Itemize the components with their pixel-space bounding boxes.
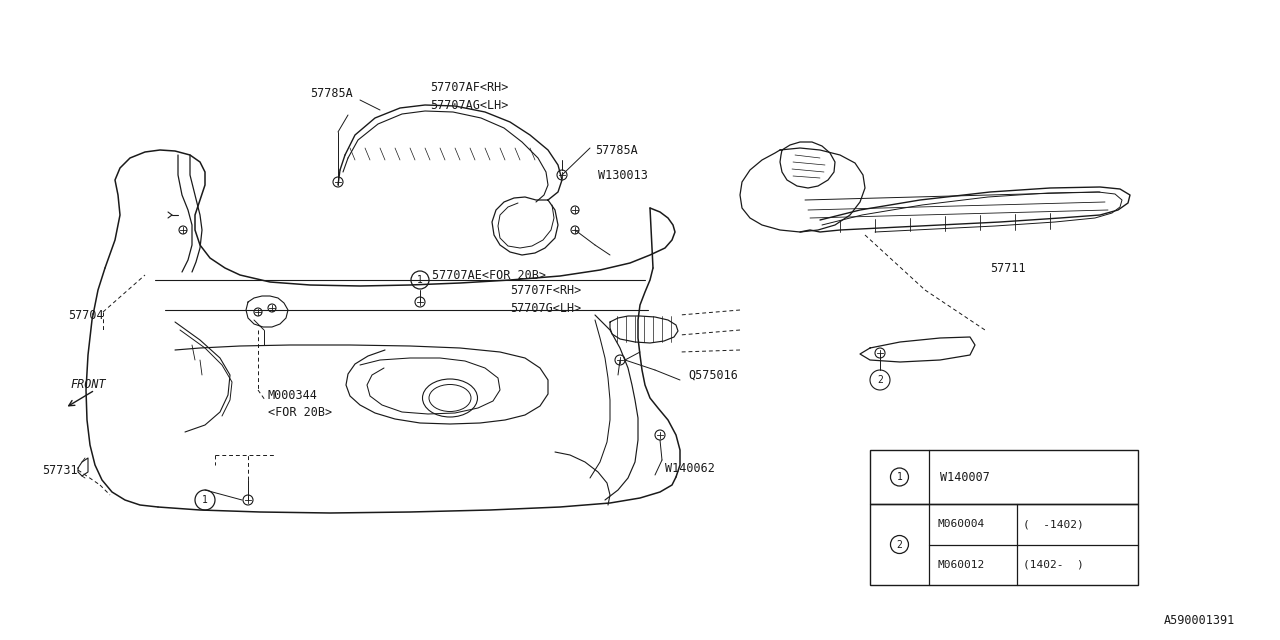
- Text: (  -1402): ( -1402): [1023, 519, 1083, 529]
- Text: M060004: M060004: [937, 519, 984, 529]
- Text: W140062: W140062: [666, 461, 714, 474]
- Text: 1: 1: [896, 472, 902, 482]
- Text: 57707F<RH>: 57707F<RH>: [509, 284, 581, 296]
- Text: 57707AF<RH>: 57707AF<RH>: [430, 81, 508, 93]
- Text: M060012: M060012: [937, 560, 984, 570]
- Text: 57707AG<LH>: 57707AG<LH>: [430, 99, 508, 111]
- Text: 57785A: 57785A: [595, 143, 637, 157]
- Bar: [870, 450, 1138, 504]
- Text: A590001391: A590001391: [1164, 614, 1235, 627]
- Text: 57707AE<FOR 20B>: 57707AE<FOR 20B>: [433, 269, 547, 282]
- Text: 57731: 57731: [42, 463, 78, 477]
- Text: 57711: 57711: [989, 262, 1025, 275]
- Text: <FOR 20B>: <FOR 20B>: [268, 406, 332, 419]
- Text: 1: 1: [417, 275, 422, 285]
- Bar: [870, 504, 1138, 585]
- Text: W140007: W140007: [940, 470, 989, 483]
- Text: Q575016: Q575016: [689, 369, 737, 381]
- Text: 1: 1: [202, 495, 207, 505]
- Text: W130013: W130013: [598, 168, 648, 182]
- Text: M000344: M000344: [268, 388, 317, 401]
- Text: (1402-  ): (1402- ): [1023, 560, 1083, 570]
- Text: FRONT: FRONT: [70, 378, 106, 390]
- Text: 57704: 57704: [68, 308, 104, 321]
- Text: 57707G<LH>: 57707G<LH>: [509, 301, 581, 314]
- Text: 57785A: 57785A: [310, 86, 353, 99]
- Text: 2: 2: [896, 540, 902, 550]
- Text: 2: 2: [877, 375, 883, 385]
